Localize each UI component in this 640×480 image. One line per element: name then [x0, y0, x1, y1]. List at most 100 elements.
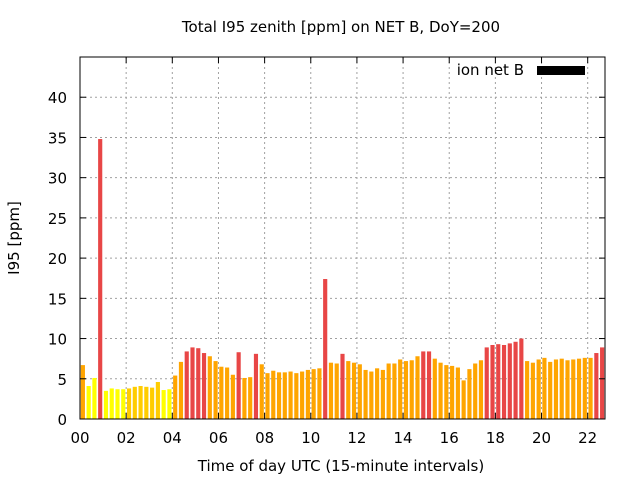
legend-swatch	[537, 66, 585, 75]
bar	[311, 369, 316, 419]
bar	[190, 347, 195, 419]
bar	[155, 381, 160, 419]
bar	[138, 386, 143, 419]
bar	[513, 341, 518, 419]
bar	[536, 359, 541, 419]
bar	[317, 368, 322, 419]
bar	[351, 362, 357, 419]
bar	[369, 371, 374, 419]
y-tick-label: 10	[48, 331, 67, 349]
bar	[328, 362, 334, 419]
bars	[80, 139, 605, 419]
x-axis-ticks: 00 02 04 06 08 10 12 14 16 18 20 22	[70, 57, 597, 447]
bar	[144, 386, 149, 419]
y-tick-label: 15	[48, 290, 67, 308]
bar	[375, 368, 380, 419]
bar	[265, 373, 270, 419]
y-tick-label: 0	[57, 411, 67, 429]
bar	[161, 390, 166, 419]
bar	[242, 377, 247, 419]
legend: ion net B	[457, 61, 585, 79]
bar	[346, 361, 351, 419]
x-tick-label: 04	[163, 429, 182, 447]
bar	[103, 390, 109, 419]
y-tick-label: 25	[48, 210, 67, 228]
bar	[167, 389, 172, 419]
bar	[576, 358, 582, 419]
bar	[305, 369, 310, 419]
bar	[196, 348, 201, 419]
bar	[438, 362, 443, 419]
x-tick-label: 12	[347, 429, 366, 447]
bar	[357, 364, 362, 419]
bar	[363, 369, 368, 419]
bar	[259, 364, 264, 419]
bar	[461, 380, 466, 419]
bar	[213, 361, 218, 419]
bar	[386, 363, 391, 419]
chart-title: Total I95 zenith [ppm] on NET B, DoY=200	[181, 18, 500, 36]
bar	[253, 353, 259, 419]
bar	[121, 389, 126, 419]
x-axis-label: Time of day UTC (15-minute intervals)	[197, 457, 484, 475]
bar	[248, 377, 253, 419]
bar	[80, 365, 85, 419]
bar	[219, 366, 224, 419]
bar	[398, 359, 403, 419]
bar	[432, 358, 437, 419]
bar	[207, 356, 212, 419]
y-axis-label: I95 [ppm]	[5, 201, 23, 275]
x-tick-label: 16	[440, 429, 459, 447]
plot-frame	[79, 56, 606, 420]
x-tick-label: 22	[578, 429, 597, 447]
y-tick-label: 40	[48, 89, 67, 107]
bar	[282, 372, 287, 419]
x-tick-label: 20	[532, 429, 551, 447]
bar	[542, 357, 547, 419]
bar	[115, 389, 120, 419]
x-tick-label: 10	[301, 429, 320, 447]
bar	[409, 360, 414, 419]
bar	[507, 343, 512, 419]
x-tick-label: 08	[255, 429, 274, 447]
bar	[600, 347, 605, 419]
bar	[150, 387, 155, 419]
bar	[323, 279, 328, 419]
bar	[294, 373, 299, 419]
bar	[334, 363, 339, 419]
y-tick-label: 20	[48, 250, 67, 268]
y-tick-label: 35	[48, 129, 67, 147]
bar	[392, 363, 397, 419]
bar	[109, 388, 114, 419]
bar	[484, 347, 489, 419]
bar	[594, 353, 599, 419]
bar	[288, 371, 293, 419]
bar	[300, 371, 305, 419]
bar	[225, 367, 230, 419]
bar	[553, 359, 559, 419]
bar	[467, 369, 472, 419]
x-tick-label: 14	[394, 429, 413, 447]
bar	[201, 353, 207, 419]
bar	[565, 360, 570, 419]
bar	[403, 361, 409, 419]
x-tick-label: 06	[209, 429, 228, 447]
bar	[588, 357, 593, 419]
x-tick-label: 18	[486, 429, 505, 447]
bar	[559, 358, 564, 419]
bar	[98, 139, 103, 419]
bar	[501, 344, 507, 419]
legend-label: ion net B	[457, 61, 524, 79]
bar	[571, 359, 576, 419]
bar	[236, 352, 241, 419]
bar	[455, 367, 460, 419]
x-tick-label: 02	[117, 429, 136, 447]
bar	[519, 338, 524, 419]
x-tick-label: 00	[70, 429, 89, 447]
y-tick-label: 5	[57, 371, 67, 389]
bar	[496, 344, 501, 419]
bar	[450, 365, 455, 419]
bar	[525, 361, 530, 419]
bar	[421, 351, 426, 419]
